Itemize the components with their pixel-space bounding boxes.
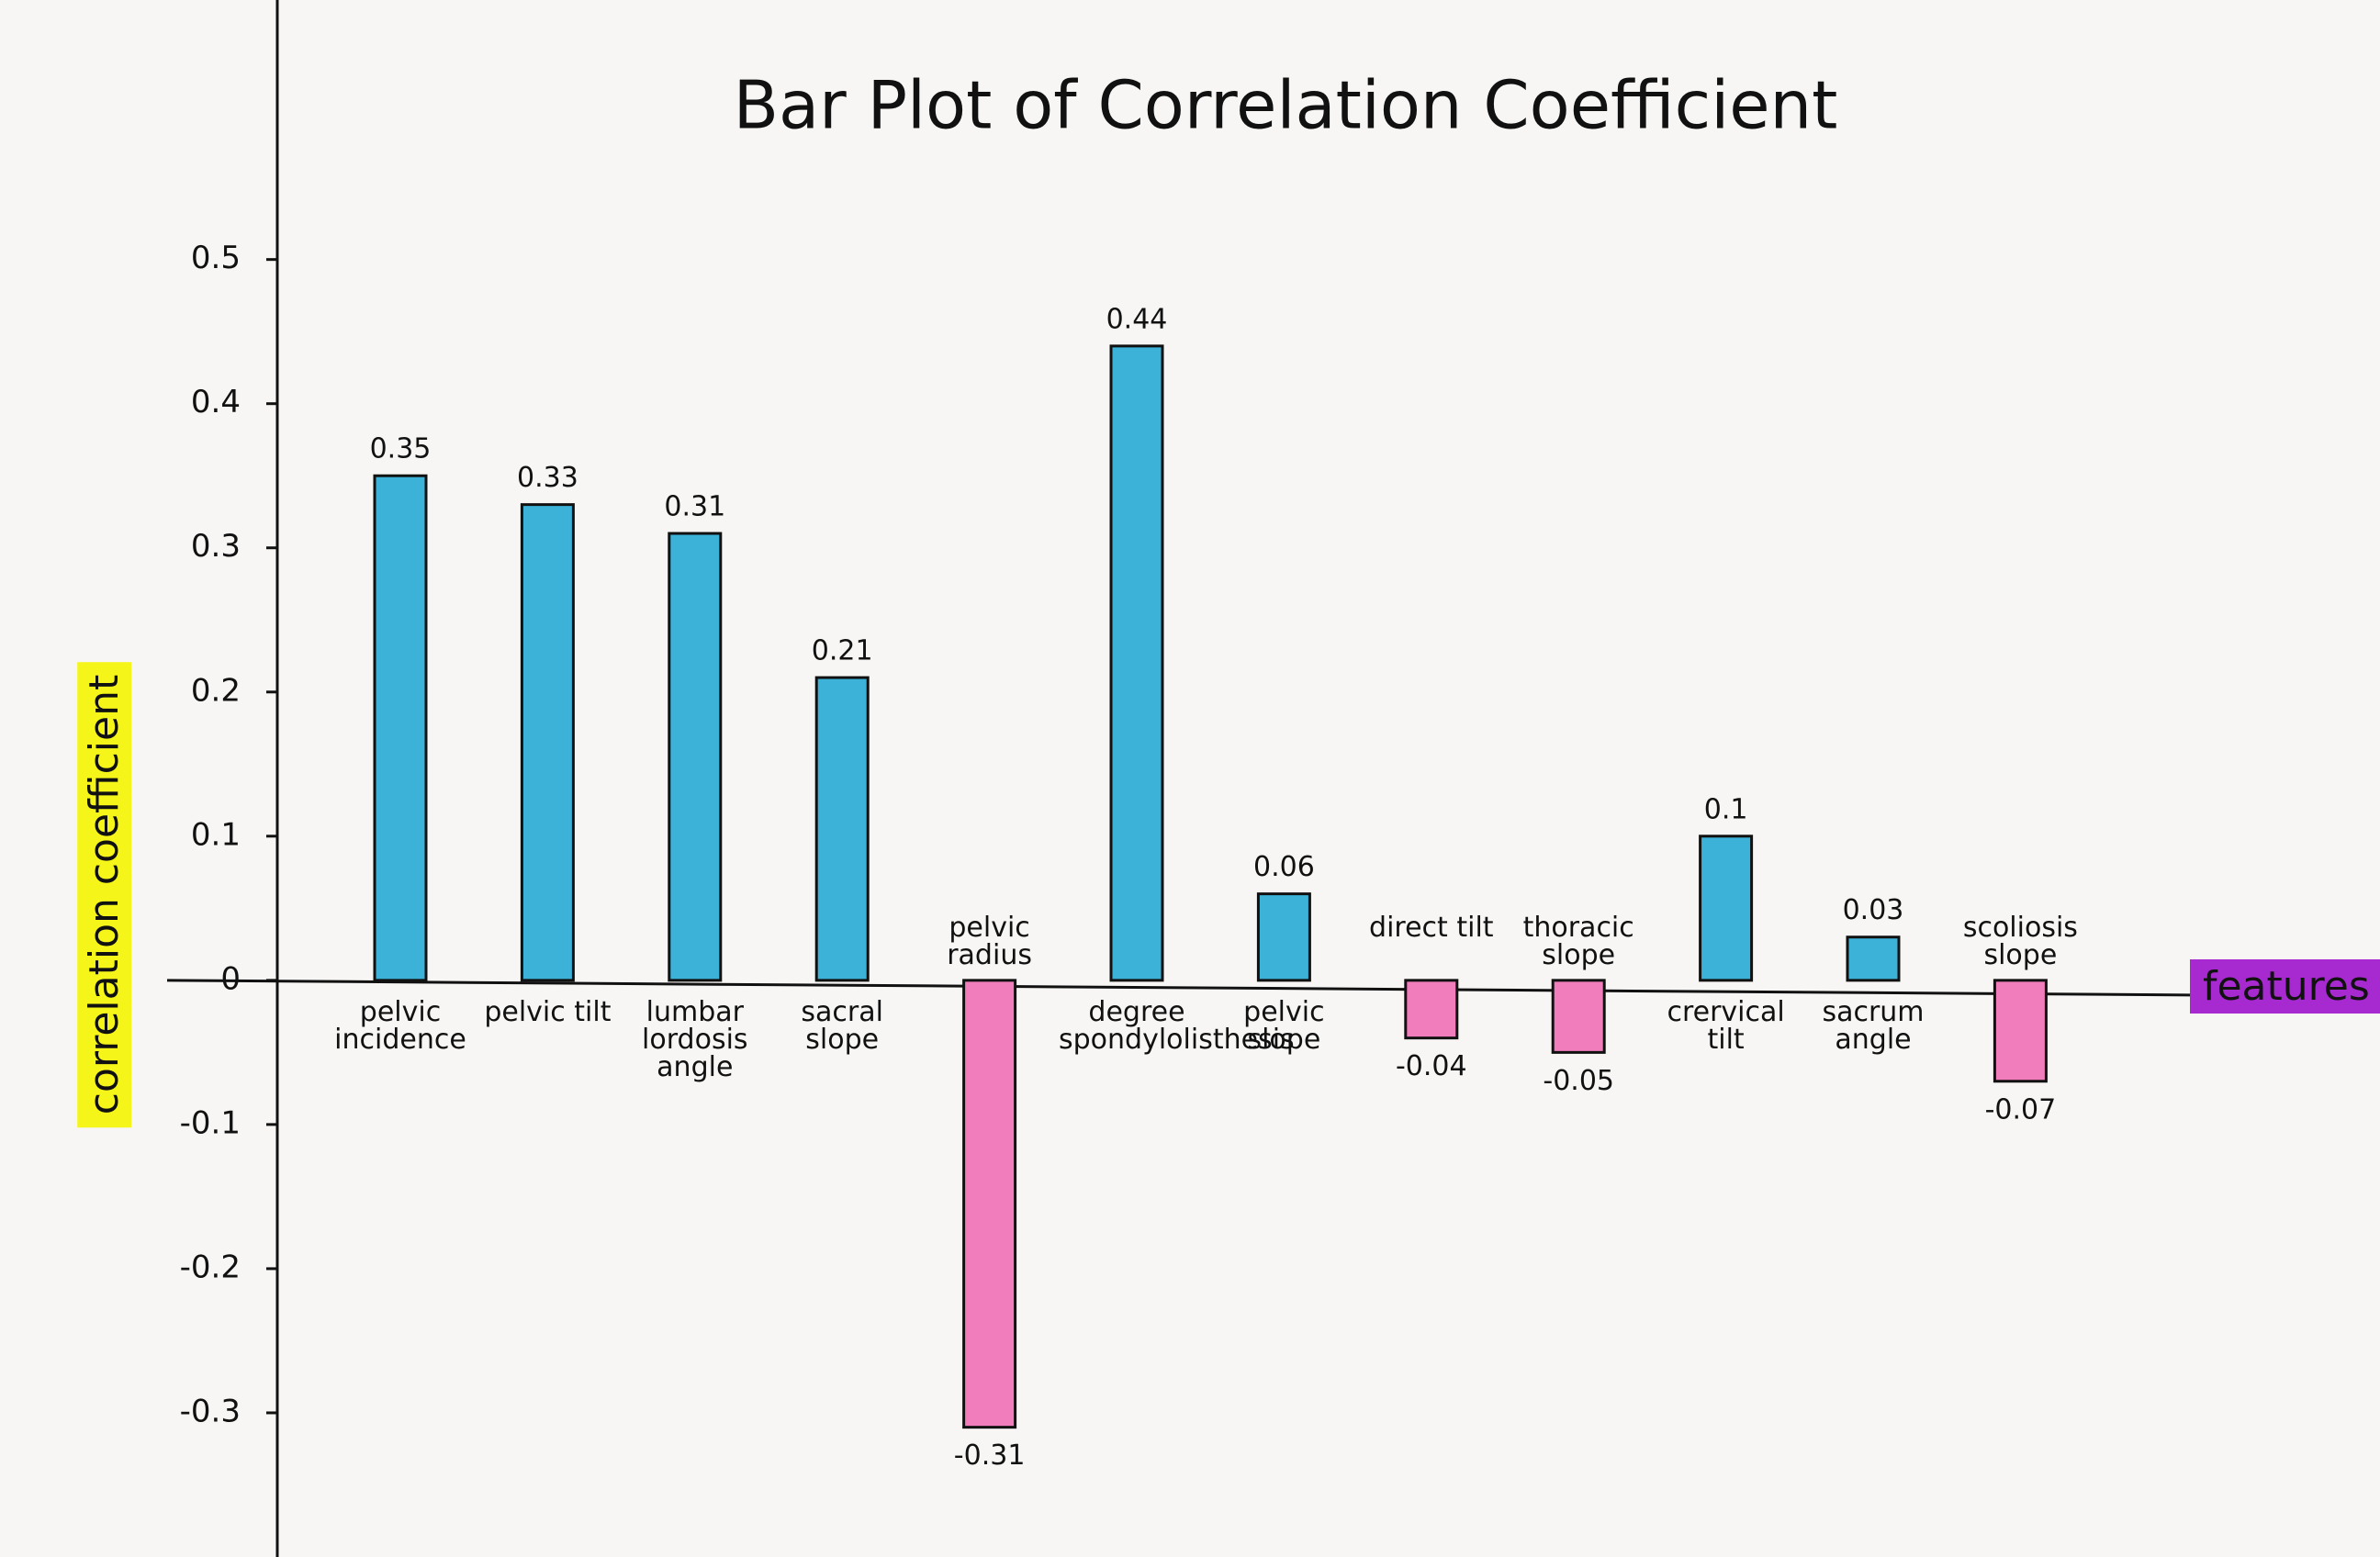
y-tick-label: 0.5 — [191, 240, 241, 276]
y-tick-label: -0.1 — [180, 1104, 241, 1141]
y-tick-label: -0.2 — [180, 1249, 241, 1285]
x-axis — [166, 979, 2191, 997]
bar — [1699, 835, 1754, 982]
y-tick-label: 0.3 — [191, 528, 241, 565]
bar — [1404, 979, 1459, 1040]
x-tick-label: pelvic tilt — [484, 995, 612, 1028]
x-tick-label: sacral slope — [801, 995, 883, 1056]
x-tick-label: pelvic radius — [947, 911, 1032, 971]
y-tick-label: 0.1 — [191, 816, 241, 853]
bar — [814, 676, 870, 982]
value-label: 0.31 — [664, 491, 725, 523]
bar — [1993, 979, 2048, 1083]
x-axis-label: features — [2190, 959, 2380, 1014]
x-tick-label: thoracic slope — [1522, 911, 1634, 971]
x-tick-label: lumbar lordosis angle — [642, 995, 748, 1083]
value-label: -0.04 — [1396, 1050, 1467, 1082]
bar — [962, 979, 1017, 1429]
x-tick-label: degree spondylolisthesis — [1059, 995, 1295, 1056]
value-label: -0.07 — [1985, 1093, 2057, 1126]
chart-title: Bar Plot of Correlation Coefficient — [734, 67, 1838, 144]
y-tick-label: 0 — [220, 960, 241, 997]
value-label: -0.05 — [1543, 1065, 1614, 1097]
value-label: 0.33 — [517, 462, 578, 494]
x-tick-label: sacrum angle — [1822, 995, 1925, 1056]
bar — [668, 532, 723, 982]
value-label: 0.06 — [1253, 851, 1315, 883]
y-tick-label: 0.4 — [191, 384, 241, 420]
bar — [1551, 979, 1606, 1054]
x-tick-label: scoliosis slope — [1962, 911, 2078, 971]
bar — [1109, 344, 1164, 982]
value-label: 0.44 — [1106, 303, 1168, 335]
x-tick-label: direct tilt — [1369, 911, 1494, 944]
bar — [373, 474, 428, 982]
y-tick-label: 0.2 — [191, 672, 241, 709]
value-label: 0.21 — [812, 635, 873, 667]
value-label: -0.31 — [954, 1439, 1026, 1472]
value-label: 0.03 — [1843, 894, 1904, 926]
bar — [1256, 892, 1311, 982]
x-tick-label: pelvic slope — [1243, 995, 1325, 1056]
bar — [520, 503, 575, 982]
bar — [1846, 935, 1901, 982]
x-tick-label: pelvic incidence — [334, 995, 466, 1056]
y-tick-label: -0.3 — [180, 1393, 241, 1429]
y-axis-label: correlation coefficient — [77, 661, 132, 1128]
value-label: 0.1 — [1704, 793, 1748, 825]
value-label: 0.35 — [370, 433, 432, 465]
x-tick-label: crervical tilt — [1667, 995, 1785, 1056]
